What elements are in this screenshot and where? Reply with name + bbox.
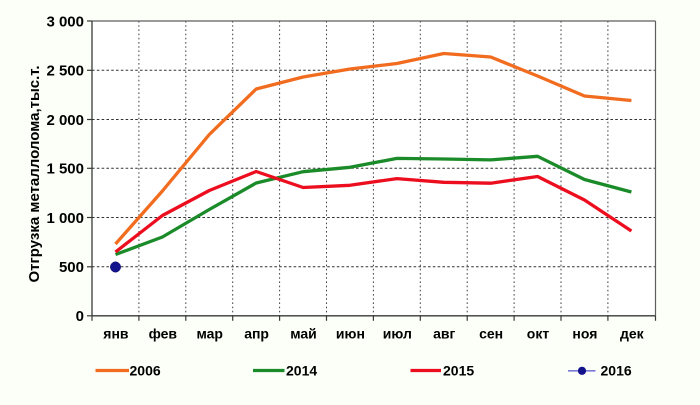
svg-text:2014: 2014 [286,363,317,379]
svg-text:1 500: 1 500 [46,161,84,178]
svg-text:окт: окт [527,326,550,342]
svg-text:дек: дек [620,326,645,342]
svg-text:3 000: 3 000 [46,13,84,30]
svg-text:2006: 2006 [130,363,161,379]
svg-text:июн: июн [336,326,365,342]
svg-text:Отгрузка металлолома,тыс.т.: Отгрузка металлолома,тыс.т. [26,66,43,283]
svg-text:ноя: ноя [572,326,597,342]
svg-text:2 000: 2 000 [46,112,84,129]
svg-text:0: 0 [76,308,84,325]
svg-text:2 500: 2 500 [46,63,84,80]
svg-text:сен: сен [479,326,503,342]
svg-text:июл: июл [383,326,412,342]
svg-text:янв: янв [103,326,129,342]
svg-text:1 000: 1 000 [46,210,84,227]
svg-text:май: май [290,326,317,342]
svg-text:авг: авг [433,326,455,342]
svg-text:500: 500 [59,259,84,276]
svg-text:2015: 2015 [443,363,474,379]
svg-text:мар: мар [196,326,223,342]
svg-text:апр: апр [244,326,269,342]
svg-text:фев: фев [149,326,178,342]
svg-text:2016: 2016 [601,363,632,379]
